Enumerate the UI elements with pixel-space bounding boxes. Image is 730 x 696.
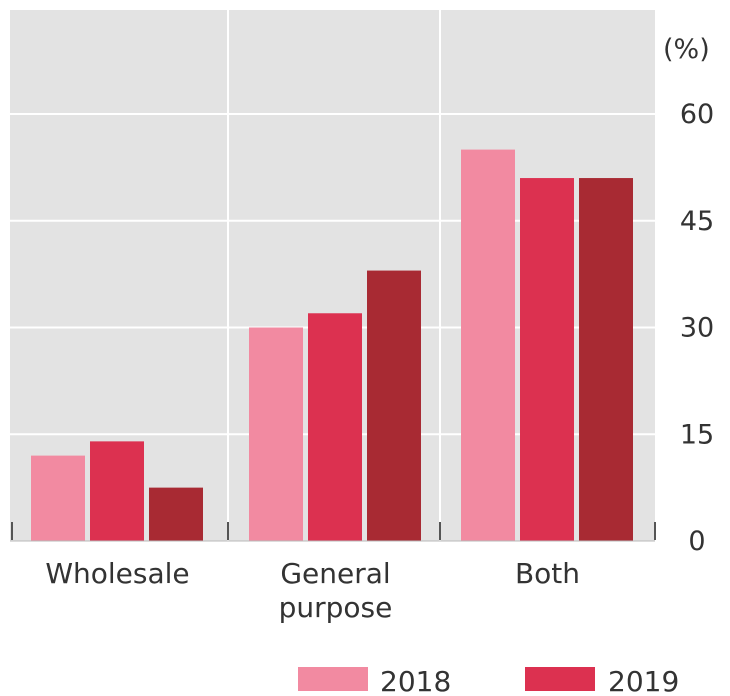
legend: 2018 2019: [298, 665, 679, 696]
bar: [367, 270, 421, 541]
y-tick-label: 15: [680, 419, 714, 450]
legend-swatch: [298, 667, 368, 691]
y-axis-unit-label: (%): [663, 34, 710, 65]
legend-label: 2019: [608, 665, 679, 696]
y-tick-label: 30: [680, 313, 714, 344]
x-axis-ticks: [11, 522, 656, 540]
category-label: Wholesale: [45, 557, 189, 590]
y-tick-label: 0: [688, 526, 705, 557]
bars: [31, 149, 633, 542]
bar: [149, 487, 203, 541]
bar: [579, 178, 633, 542]
legend-swatch: [525, 667, 595, 691]
y-tick-label: 60: [680, 99, 714, 130]
category-label: General: [280, 557, 390, 590]
bar: [31, 455, 85, 541]
bar: [90, 441, 144, 541]
legend-label: 2018: [380, 665, 451, 696]
bar: [308, 313, 362, 541]
bar: [249, 327, 303, 541]
bar: [461, 149, 515, 542]
y-tick-label: 45: [680, 206, 714, 237]
category-label: Both: [515, 557, 580, 590]
bar: [520, 178, 574, 542]
y-axis-tick-labels: 0 15 30 45 60: [680, 99, 714, 557]
category-label: purpose: [279, 591, 393, 624]
